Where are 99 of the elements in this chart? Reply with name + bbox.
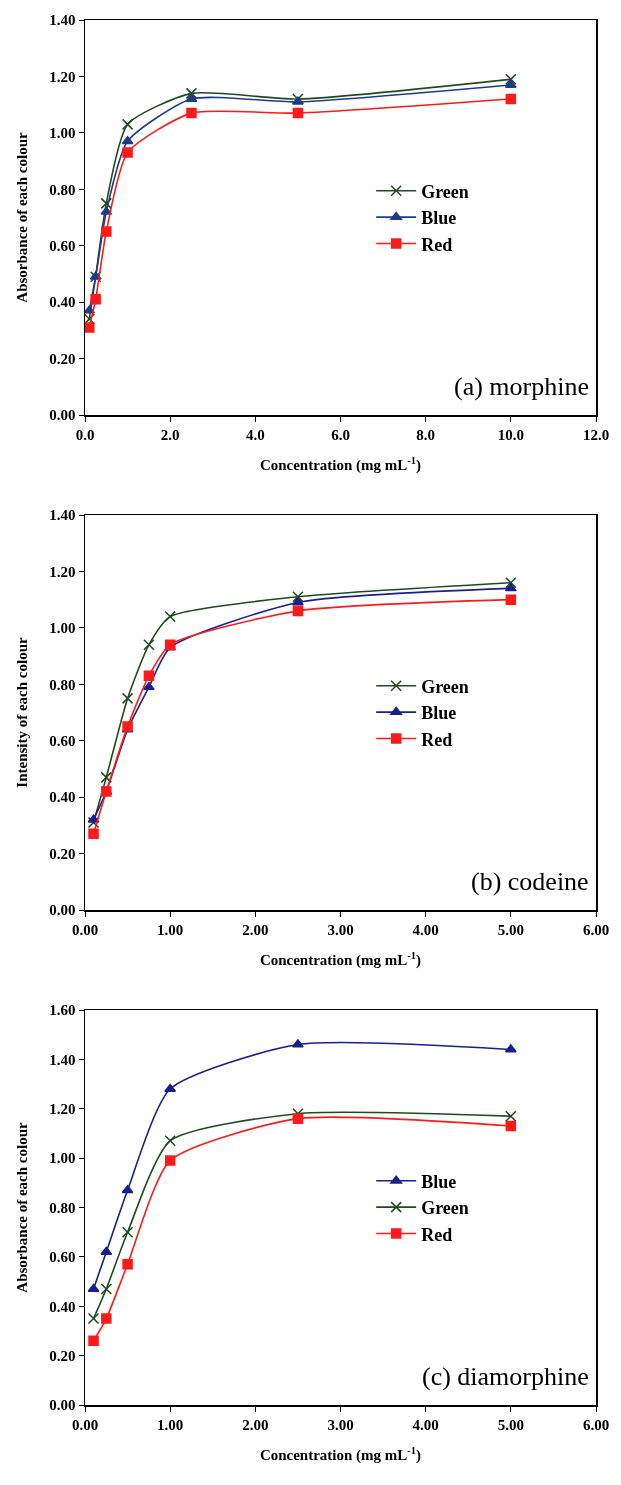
point — [164, 1135, 176, 1147]
point — [122, 147, 133, 158]
y-tick-label: 1.00 — [49, 125, 76, 142]
y-tick-label: 0.00 — [49, 902, 76, 919]
point — [185, 87, 198, 100]
annotation: (b) codeine — [471, 867, 589, 896]
x-axis-title: Concentration (mg mL$^{-1}$) — [259, 454, 422, 475]
point — [122, 1259, 133, 1270]
x-tick-label: 10.0 — [497, 426, 524, 443]
y-tick-label: 0.60 — [49, 1249, 76, 1266]
point — [100, 771, 113, 784]
point — [292, 107, 304, 119]
y-tick-label: 0.20 — [49, 845, 76, 862]
legend-label: Blue — [421, 703, 457, 724]
legend-label: Red — [421, 729, 453, 750]
y-tick-label: 0.20 — [49, 350, 76, 367]
point — [292, 591, 304, 603]
point — [121, 118, 134, 131]
y-tick-label: 1.00 — [49, 620, 76, 637]
x-tick-label: 5.00 — [497, 1416, 524, 1433]
point — [121, 1184, 134, 1194]
y-tick-label: 0.40 — [49, 294, 76, 311]
legend-label: Red — [421, 1224, 453, 1245]
point — [101, 1313, 112, 1324]
y-tick-label: 0.80 — [49, 181, 76, 198]
legend-label: Green — [421, 181, 469, 202]
point — [85, 322, 95, 333]
x-tick-label: 3.00 — [327, 921, 354, 938]
y-tick-label: 0.80 — [49, 1199, 76, 1216]
x-axis-title: Concentration (mg mL$^{-1}$) — [259, 1444, 422, 1465]
point — [100, 1283, 113, 1295]
y-tick-label: 1.60 — [49, 1002, 76, 1019]
point — [87, 1312, 100, 1325]
y-tick-label: 0.40 — [49, 789, 76, 806]
point — [505, 594, 517, 605]
y-axis-title: Intensity of each colour — [13, 636, 30, 788]
annotation: (a) morphine — [454, 372, 590, 401]
point — [143, 670, 155, 682]
x-tick-label: 5.00 — [497, 921, 524, 938]
point — [186, 107, 197, 119]
point — [292, 1113, 304, 1124]
y-tick-label: 0.60 — [49, 732, 76, 749]
legend-label: Blue — [421, 208, 457, 229]
y-tick-label: 0.00 — [49, 407, 76, 424]
y-tick-label: 0.80 — [49, 676, 76, 693]
point — [164, 610, 176, 623]
x-tick-label: 4.0 — [245, 426, 265, 443]
x-tick-label: 2.00 — [242, 921, 269, 938]
y-tick-label: 0.40 — [49, 1298, 76, 1315]
point — [143, 639, 155, 651]
point — [85, 313, 96, 325]
x-tick-label: 3.00 — [327, 1416, 354, 1433]
legend-label: Green — [421, 676, 469, 697]
y-tick-label: 1.20 — [49, 68, 76, 85]
point — [101, 226, 112, 237]
point — [88, 1335, 99, 1347]
annotation: (c) diamorphine — [422, 1362, 589, 1391]
point — [121, 1226, 134, 1238]
x-tick-label: 6.0 — [331, 426, 350, 443]
point — [505, 93, 517, 105]
x-tick-label: 0.00 — [71, 1416, 99, 1433]
y-tick-label: 0.20 — [49, 1347, 76, 1364]
y-tick-label: 0.60 — [49, 237, 76, 254]
x-tick-label: 1.00 — [157, 921, 184, 938]
point — [142, 681, 155, 691]
point — [505, 1110, 517, 1122]
x-tick-label: 8.0 — [416, 426, 436, 443]
x-tick-label: 1.00 — [157, 1416, 184, 1433]
x-tick-label: 0.00 — [71, 921, 99, 938]
x-tick-label: 4.00 — [412, 1416, 439, 1433]
y-tick-label: 1.00 — [49, 1150, 76, 1167]
x-tick-label: 2.00 — [242, 1416, 269, 1433]
y-axis-title: Absorbance of each colour — [13, 1121, 30, 1293]
y-tick-label: 1.40 — [49, 1051, 76, 1068]
x-tick-label: 6.00 — [582, 1416, 610, 1433]
point — [505, 576, 517, 589]
point — [292, 605, 304, 617]
x-tick-label: 12.0 — [582, 426, 610, 443]
x-axis-title: Concentration (mg mL$^{-1}$) — [259, 949, 422, 970]
legend-label: Green — [421, 1198, 469, 1219]
legend-label: Red — [421, 234, 453, 255]
point — [88, 828, 99, 840]
x-tick-label: 6.00 — [582, 921, 610, 938]
y-tick-label: 1.40 — [49, 507, 76, 524]
x-tick-label: 2.0 — [160, 426, 180, 443]
y-tick-label: 0.00 — [49, 1397, 76, 1414]
y-tick-label: 1.40 — [49, 12, 76, 29]
y-tick-label: 1.20 — [49, 563, 76, 580]
legend-label: Blue — [421, 1171, 457, 1192]
x-tick-label: 0.0 — [75, 426, 95, 443]
y-tick-label: 1.20 — [49, 1101, 76, 1117]
point — [505, 1120, 517, 1132]
point — [100, 197, 113, 210]
y-axis-title: Absorbance of each colour — [13, 131, 30, 303]
point — [121, 692, 134, 705]
point — [164, 1155, 176, 1166]
point — [90, 294, 101, 305]
point — [505, 73, 517, 85]
x-tick-label: 4.00 — [412, 921, 439, 938]
